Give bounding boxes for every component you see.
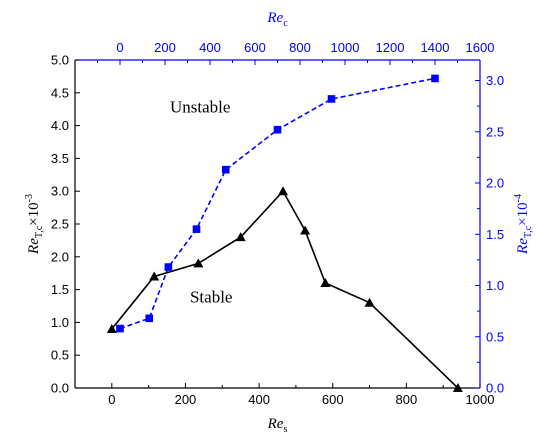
y-right-tick-label: 1.5 [486, 227, 504, 242]
y-right-axis-title: ReT,c×10-4 [513, 194, 534, 255]
x-top-axis-title: Rec [266, 10, 288, 29]
x-top-tick-label: 200 [154, 40, 176, 55]
series-2-point [431, 74, 439, 83]
x-bottom-tick-label: 600 [322, 392, 344, 407]
y-left-tick-label: 1.0 [51, 315, 69, 330]
x-bottom-axis-title: Res [267, 416, 288, 435]
annotations-layer: Unstable Stable [170, 97, 233, 306]
labels-layer: Res Rec ReT,c×10-3 ReT,c×10-4 [24, 10, 534, 435]
x-top-tick-label: 1600 [466, 40, 495, 55]
axes-layer [74, 59, 481, 389]
annotation-1: Unstable [170, 97, 230, 116]
y-left-tick-label: 0.0 [51, 381, 69, 396]
series-1-point [320, 278, 331, 288]
x-bottom-tick-label: 200 [175, 392, 197, 407]
y-left-tick-label: 4.0 [51, 118, 69, 133]
series-1-point [452, 383, 463, 392]
series-1-point [278, 186, 289, 196]
y-left-tick-label: 5.0 [51, 53, 69, 68]
annotation-2: Stable [190, 288, 233, 307]
x-top-tick-label: 400 [199, 40, 221, 55]
y-left-axis-title: ReT,c×10-3 [24, 194, 45, 255]
series-1-point [300, 225, 311, 235]
series-2-point [192, 225, 201, 233]
x-bottom-tick-label: 1000 [466, 392, 495, 407]
x-top-tick-label: 1200 [376, 40, 405, 55]
y-right-tick-label: 2.5 [486, 124, 504, 139]
x-bottom-tick-label: 400 [248, 392, 270, 407]
y-left-tick-label: 3.5 [51, 151, 69, 166]
series-2-point [164, 263, 173, 271]
series-layer [106, 74, 463, 392]
series-2-line [119, 77, 436, 330]
series-2-point [145, 314, 154, 323]
x-top-tick-label: 0 [116, 40, 123, 55]
y-right-tick-label: 0.5 [486, 329, 504, 344]
ticks-layer: 0 200 400 600 800 1000 0 200 400 600 800 1000 1200 14… [51, 40, 504, 407]
series-2-point [327, 95, 336, 103]
y-left-tick-label: 2.5 [51, 217, 69, 232]
x-bottom-tick-label: 800 [396, 392, 418, 407]
x-bottom-tick-label: 0 [108, 392, 115, 407]
series-1-point [106, 323, 117, 333]
y-left-tick-label: 1.5 [51, 282, 69, 297]
x-top-tick-label: 1000 [331, 40, 360, 55]
series-1-point [235, 232, 246, 242]
y-left-tick-label: 2.0 [51, 249, 69, 264]
y-left-tick-label: 4.5 [51, 85, 69, 100]
y-right-tick-label: 0.0 [486, 381, 504, 396]
series-1-point [149, 271, 160, 281]
y-left-tick-label: 3.0 [51, 184, 69, 199]
series-2-point [273, 125, 282, 134]
series-1-point [364, 297, 375, 307]
x-top-tick-label: 800 [289, 40, 311, 55]
series-1-line [111, 189, 459, 389]
y-right-tick-label: 3.0 [486, 73, 504, 88]
y-right-tick-label: 1.0 [486, 278, 504, 293]
y-left-tick-label: 0.5 [51, 348, 69, 363]
series-2-point [116, 324, 124, 333]
y-right-tick-label: 2.0 [486, 176, 504, 191]
series-2-point [221, 165, 230, 174]
series-1-point [193, 258, 204, 268]
x-top-tick-label: 1400 [421, 40, 450, 55]
x-top-tick-label: 600 [244, 40, 266, 55]
